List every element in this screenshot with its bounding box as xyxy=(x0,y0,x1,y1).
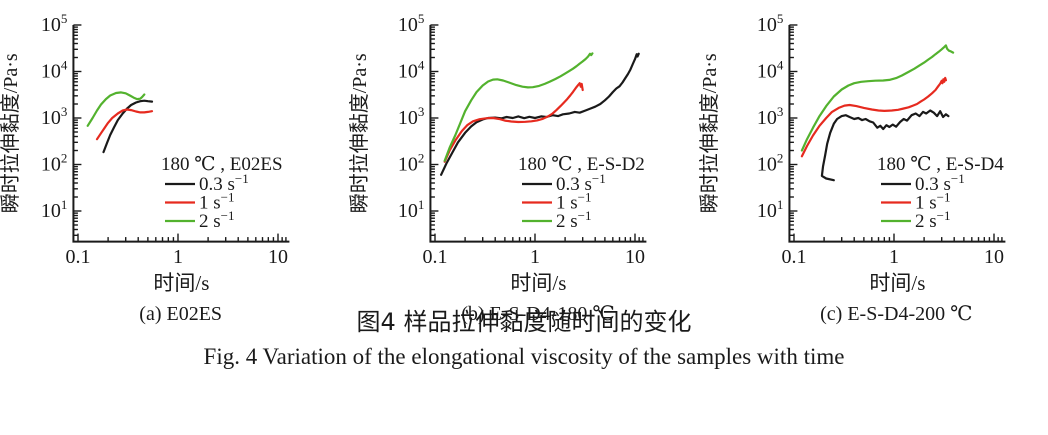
legend-title: 180 ℃ , E-S-D2 xyxy=(518,154,645,175)
x-axis-label: 时间/s xyxy=(869,271,925,295)
panel-b-caption: (b) E-S-D4-180 ℃ xyxy=(461,303,615,325)
x-tick-label: 1 xyxy=(530,246,540,268)
series xyxy=(800,44,954,182)
y-tick-label: 101 xyxy=(757,197,784,222)
y-tick-label: 102 xyxy=(41,151,68,176)
series-line-1 xyxy=(800,76,947,158)
y-tick-label: 102 xyxy=(398,151,425,176)
tick-labels: 0.1 1 10 101 102 103 104 105 xyxy=(757,11,1004,268)
y-tick-label: 104 xyxy=(41,58,68,83)
ticks xyxy=(430,24,644,242)
legend-label: 2 s−1 xyxy=(915,208,951,232)
axes xyxy=(788,25,1006,243)
chart-panels: 0.1 1 10 101 102 103 104 105 时间/s 瞬时拉伸黏度/Pa·s 180 … xyxy=(0,0,1048,325)
y-tick-label: 104 xyxy=(757,58,784,83)
chart-c: 0.1 1 10 101 102 103 104 105 时间/s 瞬时拉伸黏度/Pa·s 180 … xyxy=(699,11,1006,295)
figure-caption-english: Fig. 4 Variation of the elongational vis… xyxy=(203,344,845,369)
y-axis-label: 瞬时拉伸黏度/Pa·s xyxy=(349,53,371,213)
y-tick-label: 103 xyxy=(41,104,68,129)
panel-c-caption: (c) E-S-D4-200 ℃ xyxy=(820,303,973,325)
series-line-2 xyxy=(800,44,954,152)
y-tick-label: 101 xyxy=(398,197,425,222)
series-line-1 xyxy=(443,82,585,163)
y-tick-label: 105 xyxy=(41,11,68,36)
panel-a-caption: (a) E02ES xyxy=(139,303,223,325)
x-tick-label: 10 xyxy=(625,246,645,268)
panel-c: 0.1 1 10 101 102 103 104 105 时间/s 瞬时拉伸黏度/Pa·s 180 … xyxy=(699,0,1048,325)
ticks xyxy=(789,24,1003,242)
x-axis-label: 时间/s xyxy=(153,271,209,295)
legend-label: 2 s−1 xyxy=(199,208,235,232)
y-tick-label: 103 xyxy=(398,104,425,129)
legend-label: 1 s−1 xyxy=(556,190,592,214)
axes xyxy=(72,25,290,243)
axes xyxy=(429,25,647,243)
y-tick-label: 103 xyxy=(757,104,784,129)
legend-title: 180 ℃ , E-S-D4 xyxy=(877,154,1004,175)
legend: 180 ℃ , E-S-D20.3 s−11 s−12 s−1 xyxy=(518,154,645,232)
y-tick-label: 105 xyxy=(757,11,784,36)
y-axis-label: 瞬时拉伸黏度/Pa·s xyxy=(699,53,721,213)
ticks xyxy=(73,24,287,242)
x-axis-label: 时间/s xyxy=(511,271,567,295)
x-tick-label: 1 xyxy=(173,246,183,268)
x-tick-label: 1 xyxy=(889,246,899,268)
legend-label: 2 s−1 xyxy=(556,208,592,232)
y-tick-label: 104 xyxy=(398,58,425,83)
x-tick-label: 10 xyxy=(268,246,288,268)
y-axis-label: 瞬时拉伸黏度/Pa·s xyxy=(0,53,22,213)
y-tick-label: 101 xyxy=(41,197,68,222)
series-line-0 xyxy=(820,109,950,182)
series xyxy=(440,52,641,176)
tick-labels: 0.1 1 10 101 102 103 104 105 xyxy=(41,11,288,268)
series-line-2 xyxy=(443,52,594,162)
x-tick-label: 0.1 xyxy=(423,246,448,268)
series xyxy=(86,91,154,154)
legend: 180 ℃ , E-S-D40.3 s−11 s−12 s−1 xyxy=(877,154,1004,232)
series-line-1 xyxy=(95,108,154,141)
chart-a: 0.1 1 10 101 102 103 104 105 时间/s 瞬时拉伸黏度/Pa·s 180 … xyxy=(0,11,290,295)
figure-caption-chinese: 图4 样品拉伸黏度随时间的变化 xyxy=(356,308,692,336)
y-tick-label: 105 xyxy=(398,11,425,36)
legend-title: 180 ℃ , E02ES xyxy=(161,154,283,175)
x-tick-label: 0.1 xyxy=(66,246,91,268)
series-line-0 xyxy=(102,99,154,154)
x-tick-label: 0.1 xyxy=(781,246,806,268)
y-tick-label: 102 xyxy=(757,151,784,176)
panel-b: 0.1 1 10 101 102 103 104 105 时间/s 瞬时拉伸黏度/Pa·s 180 … xyxy=(349,0,698,325)
chart-b: 0.1 1 10 101 102 103 104 105 时间/s 瞬时拉伸黏度/Pa·s 180 … xyxy=(349,11,647,295)
panel-a: 0.1 1 10 101 102 103 104 105 时间/s 瞬时拉伸黏度/Pa·s 180 … xyxy=(0,0,349,325)
x-tick-label: 10 xyxy=(984,246,1004,268)
tick-labels: 0.1 1 10 101 102 103 104 105 xyxy=(398,11,645,268)
series-line-2 xyxy=(86,91,146,127)
